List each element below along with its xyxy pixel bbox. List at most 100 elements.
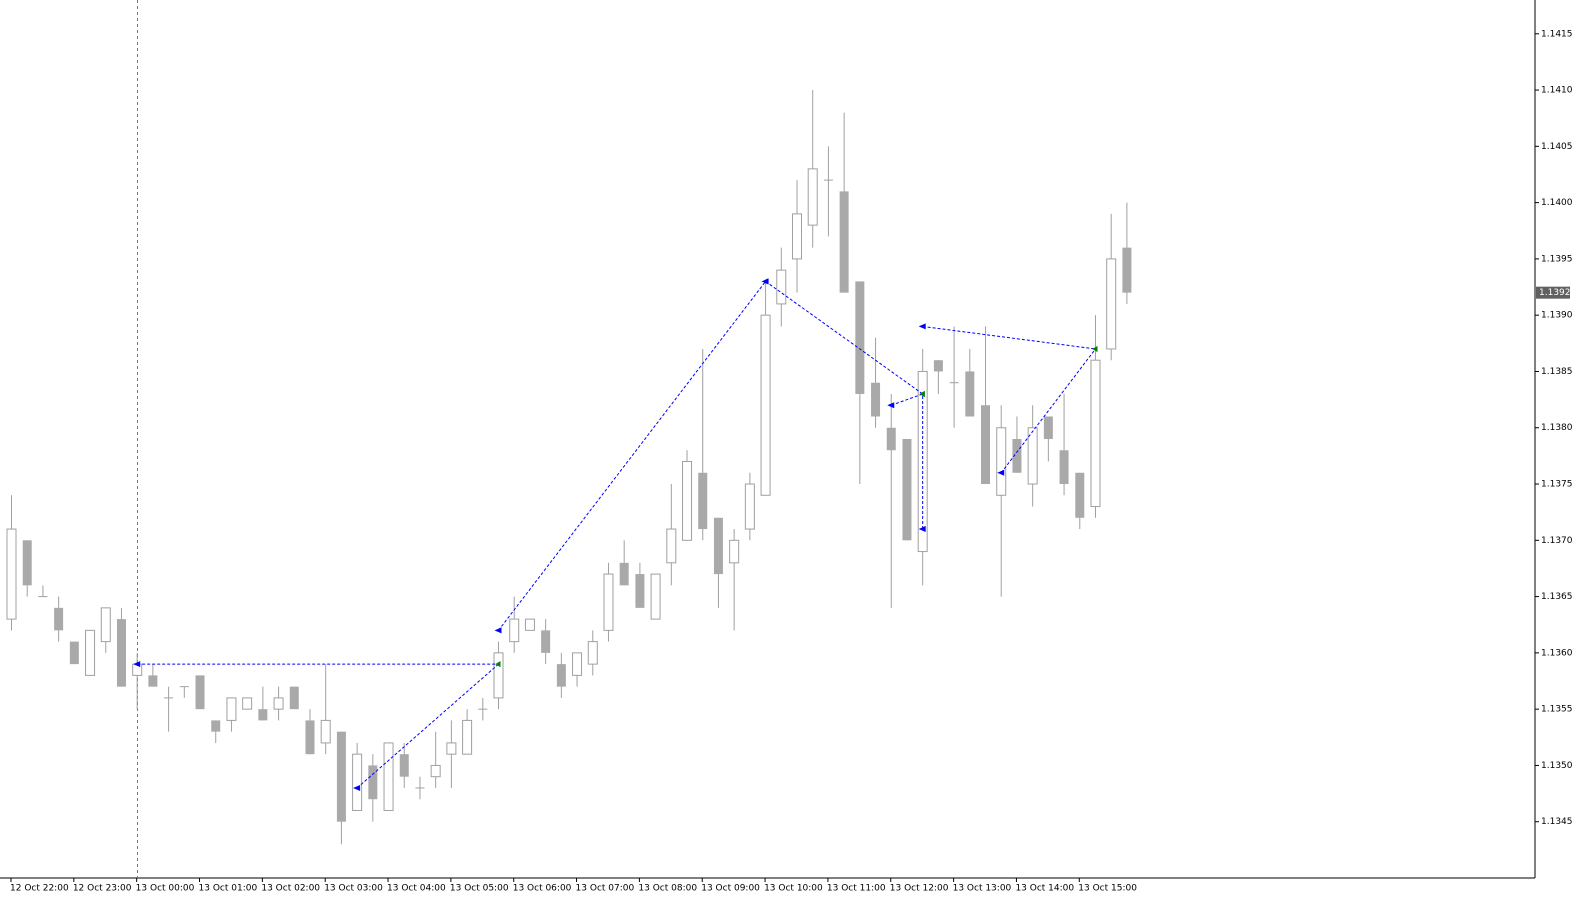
candle-body xyxy=(635,574,645,608)
candle-body xyxy=(305,720,315,755)
y-tick-label: 1.1400 xyxy=(1541,198,1573,208)
y-tick-label: 1.1405 xyxy=(1541,142,1573,152)
y-tick-label: 1.1360 xyxy=(1541,648,1573,658)
x-tick-label: 12 Oct 22:00 xyxy=(10,884,69,894)
candle-body xyxy=(446,742,457,755)
y-tick-label: 1.1390 xyxy=(1541,311,1573,321)
candle-body xyxy=(273,697,284,710)
candle-body xyxy=(603,573,614,631)
candle-body xyxy=(807,168,818,226)
x-tick-label: 13 Oct 09:00 xyxy=(701,884,760,894)
candle-body xyxy=(352,753,363,811)
candle-body xyxy=(289,686,299,710)
x-tick-label: 13 Oct 01:00 xyxy=(199,884,258,894)
candle-body xyxy=(399,754,409,777)
last-price-label: 1.1392 xyxy=(1539,288,1571,298)
candle-body xyxy=(226,697,237,721)
x-tick-label: 13 Oct 11:00 xyxy=(827,884,886,894)
trade-open-marker xyxy=(353,784,361,791)
candle-body xyxy=(1122,247,1132,293)
candle-body xyxy=(54,607,64,631)
x-tick-label: 13 Oct 14:00 xyxy=(1015,884,1074,894)
candle-body xyxy=(69,641,79,665)
y-tick-label: 1.1345 xyxy=(1541,817,1573,827)
candle-body xyxy=(902,439,912,541)
candle-body xyxy=(22,540,32,586)
candle-body xyxy=(541,630,551,653)
candle-body xyxy=(6,528,17,620)
candle-body xyxy=(855,281,865,394)
x-tick-label: 13 Oct 05:00 xyxy=(450,884,509,894)
trade-open-marker xyxy=(918,526,926,533)
trade-close-marker xyxy=(495,661,501,668)
candle-body xyxy=(682,461,693,541)
x-tick-label: 13 Oct 15:00 xyxy=(1078,884,1137,894)
y-tick-label: 1.1380 xyxy=(1541,423,1573,433)
candle-body xyxy=(430,764,441,778)
candle-body xyxy=(148,675,158,687)
trade-open-marker xyxy=(997,469,1005,476)
trade-open-marker xyxy=(761,278,769,285)
candle-body xyxy=(320,719,331,744)
candle-body xyxy=(258,709,268,721)
candle-body xyxy=(383,742,394,811)
trade-line xyxy=(891,393,923,406)
candle-body xyxy=(871,382,881,417)
candle-body xyxy=(1106,258,1117,350)
candle-body xyxy=(744,483,755,530)
candle-body xyxy=(462,719,473,755)
trade-line xyxy=(765,281,923,395)
trade-open-marker xyxy=(133,661,141,668)
trade-open-marker xyxy=(494,627,502,634)
candle-body xyxy=(760,314,771,496)
candle-body xyxy=(698,472,708,530)
candle-body xyxy=(776,269,787,305)
x-tick-label: 13 Oct 02:00 xyxy=(261,884,320,894)
candle-body xyxy=(619,562,629,586)
x-tick-label: 13 Oct 07:00 xyxy=(576,884,635,894)
y-tick-label: 1.1415 xyxy=(1541,29,1573,39)
trade-line xyxy=(922,325,1096,350)
trade-close-marker xyxy=(919,390,925,397)
x-tick-label: 13 Oct 10:00 xyxy=(764,884,823,894)
candle-body xyxy=(996,427,1007,496)
candle-body xyxy=(336,731,346,822)
y-tick-label: 1.1375 xyxy=(1541,480,1573,490)
candle-body xyxy=(195,675,205,710)
candle-body xyxy=(933,360,943,372)
candle-body xyxy=(587,641,598,665)
candle-body xyxy=(85,629,96,676)
y-tick-label: 1.1365 xyxy=(1541,592,1573,602)
candle-body xyxy=(650,573,661,620)
candle-body xyxy=(509,618,520,643)
candle-body xyxy=(729,539,740,564)
x-tick-label: 13 Oct 03:00 xyxy=(324,884,383,894)
trade-line xyxy=(356,663,499,789)
candle-body xyxy=(1090,359,1101,508)
x-tick-label: 13 Oct 00:00 xyxy=(136,884,195,894)
x-tick-label: 13 Oct 04:00 xyxy=(387,884,446,894)
trade-open-marker xyxy=(887,402,895,409)
candle-body xyxy=(792,213,802,260)
candle-body xyxy=(100,607,111,643)
y-tick-label: 1.1395 xyxy=(1541,254,1573,264)
x-tick-label: 13 Oct 08:00 xyxy=(638,884,697,894)
y-tick-label: 1.1350 xyxy=(1541,761,1573,771)
candle-body xyxy=(886,427,896,451)
x-tick-label: 13 Oct 12:00 xyxy=(890,884,949,894)
candle-body xyxy=(116,619,126,687)
y-tick-label: 1.1370 xyxy=(1541,536,1573,546)
x-tick-label: 13 Oct 13:00 xyxy=(953,884,1012,894)
x-tick-label: 13 Oct 06:00 xyxy=(513,884,572,894)
trade-line xyxy=(1000,348,1096,474)
y-tick-label: 1.1410 xyxy=(1541,86,1573,96)
candle-body xyxy=(1059,450,1069,485)
candle-body xyxy=(1012,439,1022,473)
candle-body xyxy=(556,664,566,687)
y-tick-label: 1.1355 xyxy=(1541,705,1573,715)
candle-body xyxy=(839,191,849,293)
candle-body xyxy=(524,618,535,631)
candle-body xyxy=(368,765,378,800)
